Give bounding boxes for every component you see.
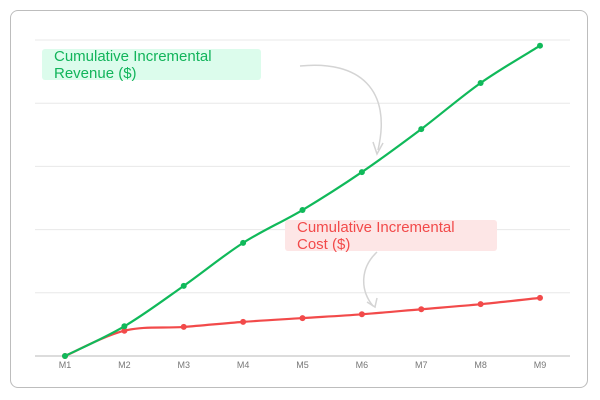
revenue-arrow <box>299 64 383 151</box>
x-tick-label: M6 <box>356 360 369 370</box>
x-tick-label: M4 <box>237 360 250 370</box>
cost-arrow <box>362 251 378 307</box>
x-tick-label: M1 <box>59 360 72 370</box>
cost-point <box>477 301 484 308</box>
cost-point <box>121 327 128 334</box>
revenue-annotation: Cumulative Incremental Revenue ($) <box>42 48 261 82</box>
revenue-point <box>299 207 306 214</box>
revenue-point <box>62 353 68 359</box>
cost-point <box>180 323 187 330</box>
cost-annotation: Cumulative Incremental Cost ($) <box>285 219 497 253</box>
cost-point <box>418 306 425 313</box>
revenue-point <box>180 282 187 289</box>
cost-arrow-head <box>366 297 378 309</box>
cost-point <box>358 311 365 318</box>
x-tick-label: M2 <box>118 360 131 370</box>
revenue-point <box>240 239 247 246</box>
cost-line <box>64 296 541 358</box>
cost-point <box>299 315 306 322</box>
revenue-point <box>537 42 543 49</box>
revenue-point <box>121 323 128 330</box>
revenue-line <box>64 44 541 357</box>
revenue-point <box>358 169 365 176</box>
x-tick-label: M8 <box>474 360 487 370</box>
revenue-point <box>418 126 425 133</box>
x-tick-label: M3 <box>177 360 190 370</box>
x-tick-label: M5 <box>296 360 309 370</box>
x-tick-label: M9 <box>534 360 547 370</box>
cost-point <box>537 294 543 301</box>
cost-point <box>240 318 247 325</box>
revenue-point <box>477 79 484 86</box>
revenue-arrow-head <box>372 141 384 156</box>
x-tick-label: M7 <box>415 360 428 370</box>
